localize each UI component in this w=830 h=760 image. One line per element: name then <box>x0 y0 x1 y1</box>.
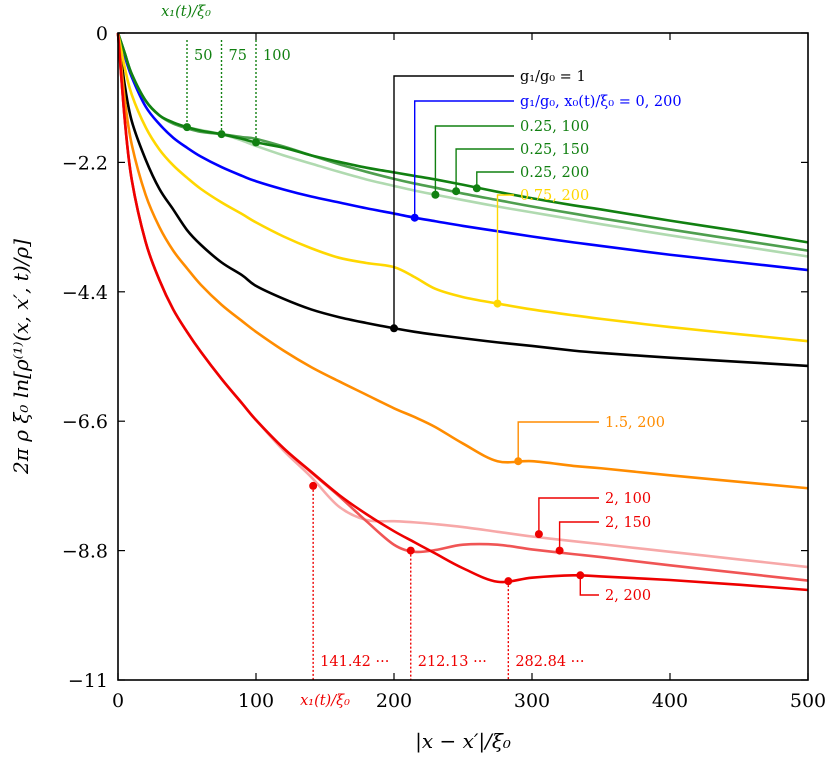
legend-label-g-g-x-t-0-200: g₁/g₀, x₀(t)/ξ₀ = 0, 200 <box>520 94 682 110</box>
legend-label-0-25-150: 0.25, 150 <box>520 142 589 158</box>
marker-0-25-100 <box>431 190 440 199</box>
x-tick-label: 0 <box>112 690 124 712</box>
green-x1-label-100: 100 <box>263 48 291 64</box>
marker-2-200 <box>576 571 585 580</box>
callout-line-0-25-150 <box>455 148 514 192</box>
green-x1-title: x₁(t)/ξ₀ <box>161 4 211 20</box>
series-line-5-0-25-200 <box>116 32 809 244</box>
x-axis-title: |x − x′|/ξ₀ <box>415 729 511 754</box>
marker-2-100 <box>534 530 543 539</box>
axes: 0 100 200 300 400 500 0 −2.2 −4.4 −6.6 −8.8 −11 |x −… <box>9 23 826 754</box>
y-tick-label: −8.8 <box>62 541 108 563</box>
x-tick-label: 300 <box>514 690 550 712</box>
x-tick-label: 400 <box>652 690 688 712</box>
green-marker-100 <box>252 138 260 147</box>
red-x1-title: x₁(t)/ξ₀ <box>300 693 350 709</box>
y-tick-label: −4.4 <box>62 282 108 304</box>
legend-label-0-25-200: 0.25, 200 <box>520 165 589 181</box>
annotations: g₁/g₀ = 1 g₁/g₀, x₀(t)/ξ₀ = 0, 200 0.25, 1… <box>161 4 682 709</box>
callout-line-1-5-200 <box>517 421 599 462</box>
x-tick-label: 100 <box>238 690 274 712</box>
marker-2-150 <box>555 546 564 555</box>
marker-0-75-200 <box>493 299 502 308</box>
x-tick-label: 500 <box>790 690 826 712</box>
callout-line-2-100 <box>538 497 599 535</box>
series-line-7-1-5-200 <box>116 32 809 490</box>
legend-label-2-150: 2, 150 <box>605 515 651 531</box>
legend-label-0-25-100: 0.25, 100 <box>520 119 589 135</box>
callout-line-0-75-200 <box>496 194 514 304</box>
y-axis-title: 2π ρ ξ₀ ln[ρ⁽¹⁾(x, x′, t)/ρ] <box>9 239 33 475</box>
series-line-6-0-75-200 <box>116 32 809 343</box>
green-marker-75 <box>217 130 226 139</box>
y-tick-label: −2.2 <box>62 152 108 174</box>
callout-line-2-150 <box>558 521 599 551</box>
callout-line-0-25-200 <box>476 171 514 189</box>
red-marker-3 <box>504 577 513 586</box>
series-line-9-2-150 <box>116 32 809 582</box>
green-x1-label-75: 75 <box>229 48 247 64</box>
marker-g-g-1 <box>390 324 398 333</box>
red-marker-2 <box>406 546 415 555</box>
series-line-3-0-25-100 <box>116 32 809 258</box>
marker-g-g-x-t-0-200 <box>410 213 419 222</box>
series-line-2-g-g-x-t-0-200 <box>116 32 809 272</box>
red-x1-label-2: 212.13 ··· <box>418 654 487 670</box>
y-tick-label: −11 <box>68 670 108 692</box>
legend-label-0-75-200: 0.75, 200 <box>520 188 589 204</box>
plot-frame <box>117 32 809 681</box>
legend-label-1-5-200: 1.5, 200 <box>605 415 665 431</box>
callout-line-2-200 <box>579 575 599 596</box>
marker-0-25-200 <box>472 184 481 193</box>
red-marker-1 <box>309 481 318 490</box>
y-tick-label: 0 <box>96 23 108 45</box>
green-x1-label-50: 50 <box>194 48 212 64</box>
x-tick-label: 200 <box>376 690 412 712</box>
red-x1-label-1: 141.42 ··· <box>320 654 389 670</box>
series-lines <box>116 32 809 592</box>
callout-line-0-25-100 <box>434 125 514 195</box>
legend-label-2-100: 2, 100 <box>605 491 651 507</box>
legend-label-g-g-1: g₁/g₀ = 1 <box>520 69 586 85</box>
red-x1-label-3: 282.84 ··· <box>515 654 584 670</box>
legend-label-2-200: 2, 200 <box>605 588 651 604</box>
series-line-1-g-g-1 <box>116 34 809 368</box>
series-line-10-2-200 <box>116 32 809 592</box>
green-marker-50 <box>183 123 191 132</box>
marker-1-5-200 <box>514 457 523 466</box>
callout-line-g-g-1 <box>393 75 514 329</box>
marker-0-25-150 <box>452 187 461 196</box>
callout-line-g-g-x-t-0-200 <box>414 100 514 218</box>
y-tick-label: −6.6 <box>62 411 108 433</box>
